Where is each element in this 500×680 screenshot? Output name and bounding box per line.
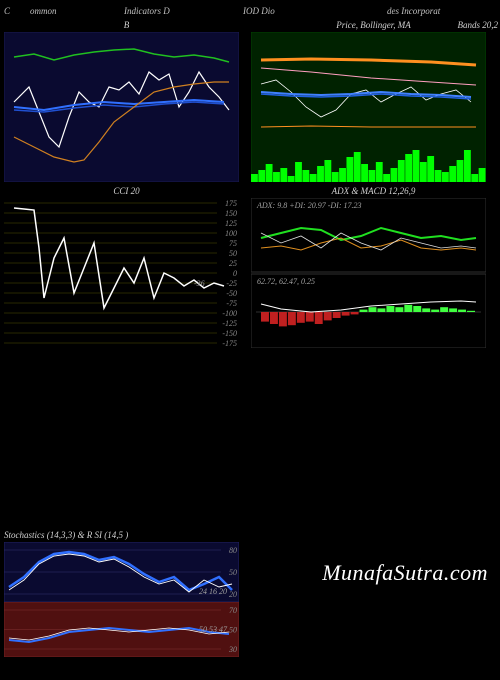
- panelD-title: ADX & MACD 12,26,9: [251, 184, 496, 198]
- panelD-chart: ADX: 9.8 +DI: 20.97 -DI: 17.2362.72, 62.…: [251, 198, 486, 348]
- panelE-upper-chart: 80 50 2024 16 20: [4, 542, 239, 602]
- svg-text:175: 175: [225, 199, 237, 208]
- svg-text:-175: -175: [222, 339, 237, 348]
- svg-text:125: 125: [225, 219, 237, 228]
- hdr-ommon: ommon: [30, 6, 120, 16]
- panelB-chart: [251, 32, 486, 182]
- panel-price-ma: Price, Bollinger, MA Bands 20,2: [251, 18, 496, 182]
- panelC-title: CCI 20: [4, 184, 249, 198]
- svg-text:-25: -25: [226, 279, 237, 288]
- panel-adx-macd: ADX & MACD 12,26,9 ADX: 9.8 +DI: 20.97 -…: [251, 184, 496, 348]
- panelB-title-right: Bands 20,2: [458, 18, 499, 32]
- svg-text:-50: -50: [226, 289, 237, 298]
- chart-grid: B Price, Bollinger, MA Bands 20,2 CCI 20…: [0, 18, 500, 348]
- svg-text:-125: -125: [222, 319, 237, 328]
- svg-text:24 16 20: 24 16 20: [199, 587, 227, 596]
- svg-text:100: 100: [225, 229, 237, 238]
- svg-text:ADX: 9.8 +DI: 20.97 -DI: 17: ADX: 9.8 +DI: 20.97 -DI: 17.23: [256, 201, 362, 210]
- header-row: C ommon Indicators D IOD Dio des Incorpo…: [0, 0, 500, 18]
- svg-text:62.72, 62.47, 0.25: 62.72, 62.47, 0.25: [257, 277, 315, 286]
- svg-text:-36: -36: [194, 279, 205, 288]
- svg-text:50: 50: [229, 249, 237, 258]
- svg-text:-100: -100: [222, 309, 237, 318]
- watermark-text: MunafaSutra.com: [322, 560, 488, 586]
- panel-b-bollinger: B: [4, 18, 249, 182]
- svg-text:-150: -150: [222, 329, 237, 338]
- hdr-c: C: [4, 6, 26, 16]
- svg-text:20: 20: [229, 590, 237, 599]
- stoch-rsi-block: Stochastics (14,3,3) & R SI (14,5 ) 80 50…: [4, 530, 244, 657]
- panelE-title: Stochastics (14,3,3) & R SI (14,5 ): [4, 530, 244, 542]
- svg-text:30: 30: [228, 645, 237, 654]
- svg-text:50: 50: [229, 626, 237, 635]
- hdr-des: des Incorporat: [387, 6, 440, 16]
- svg-text:150: 150: [225, 209, 237, 218]
- hdr-iod: IOD Dio: [243, 6, 383, 16]
- panelA-title: B: [4, 18, 249, 32]
- svg-text:70: 70: [229, 606, 237, 615]
- panel-cci: CCI 20 1751501251007550250-25-50-75-100-…: [4, 184, 249, 348]
- panelE-lower-chart: 70 50 30 50 53 47: [4, 602, 239, 657]
- svg-text:80: 80: [229, 546, 237, 555]
- panelC-chart: 1751501251007550250-25-50-75-100-125-150…: [4, 198, 239, 348]
- svg-text:0: 0: [233, 269, 237, 278]
- hdr-ind: Indicators D: [124, 6, 239, 16]
- svg-text:50: 50: [229, 568, 237, 577]
- svg-text:75: 75: [229, 239, 237, 248]
- svg-text:25: 25: [229, 259, 237, 268]
- svg-text:50 53 47: 50 53 47: [199, 625, 228, 634]
- svg-text:-75: -75: [226, 299, 237, 308]
- panelA-chart: [4, 32, 239, 182]
